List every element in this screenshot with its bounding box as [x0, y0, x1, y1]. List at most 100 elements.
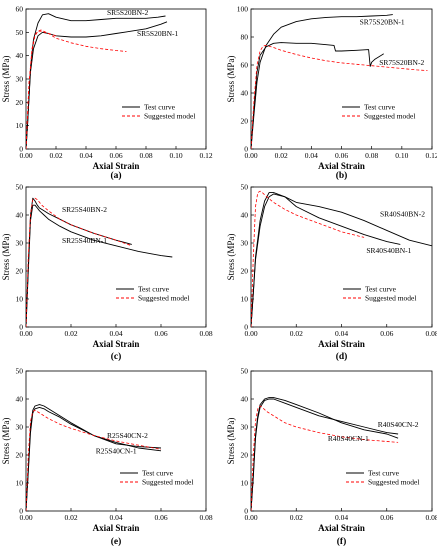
legend-label: Test curve [365, 285, 397, 294]
x-tick-label: 0.08 [365, 151, 378, 160]
y-tick-label: 0 [244, 323, 248, 332]
y-tick-label: 50 [16, 28, 24, 37]
model-curve-3 [26, 29, 127, 149]
x-tick-label: 0.08 [199, 513, 212, 522]
curve-annotation: SR5S20BN-2 [107, 8, 149, 17]
test-curve-1 [26, 404, 162, 511]
model-curve-3 [26, 409, 162, 511]
chart-panel-1: 0.00 0.02 0.04 0.06 0.08 0.10 0.12 0 10 20 30 40 50 6… [1, 5, 213, 182]
y-tick-label: 40 [241, 89, 249, 98]
x-axis-title: Axial Strain [93, 523, 140, 533]
y-tick-label: 0 [19, 145, 23, 154]
x-tick-label: 0.04 [335, 329, 348, 338]
y-tick-label: 30 [241, 239, 249, 248]
series-group [26, 404, 162, 511]
chart-panel-3: 0.00 0.02 0.04 0.06 0.08 0 10 20 30 40 50 Axial Str… [1, 183, 213, 363]
chart-panel-4: 0.00 0.02 0.04 0.06 0.08 0 10 20 30 40 50 Axial Str… [226, 183, 437, 363]
curve-annotation: SR40S40BN-2 [380, 209, 425, 218]
plot-frame [250, 186, 433, 328]
y-axis-title: Stress (MPa) [1, 234, 11, 281]
x-tick-label: 0.02 [275, 151, 288, 160]
x-tick-label: 0.08 [425, 329, 437, 338]
x-tick-label: 0.02 [64, 329, 77, 338]
x-tick-label: 0.06 [380, 513, 393, 522]
y-axis-title: Stress (MPa) [226, 234, 236, 281]
x-tick-label: 0.06 [380, 329, 393, 338]
panel-caption: (e) [111, 536, 122, 547]
y-tick-label: 0 [244, 507, 248, 516]
chart-panel-6: 0.00 0.02 0.04 0.06 0.08 0 10 20 30 40 50 Axial Str… [226, 367, 437, 548]
curve-annotation: SR40S40BN-1 [366, 246, 411, 255]
y-tick-label: 80 [241, 33, 249, 42]
x-tick-label: 0.06 [154, 329, 167, 338]
y-tick-label: 60 [16, 5, 24, 14]
test-curve-2 [26, 197, 132, 327]
plot-frame [25, 186, 207, 328]
plot-frame [25, 370, 207, 512]
x-tick-label: 0.02 [64, 513, 77, 522]
y-tick-label: 30 [16, 75, 24, 84]
x-tick-label: 0.04 [109, 329, 122, 338]
x-tick-label: 0.04 [305, 151, 318, 160]
series-group [251, 190, 432, 327]
test-curve-1 [26, 204, 173, 327]
y-tick-label: 30 [16, 239, 24, 248]
test-curve-1 [251, 14, 393, 149]
y-axis-title: Stress (MPa) [1, 56, 11, 103]
curve-annotation: SR75S20BN-2 [379, 58, 424, 67]
x-tick-label: 0.00 [19, 513, 32, 522]
legend-label: Test curve [142, 469, 174, 478]
model-curve-3 [251, 45, 428, 149]
curve-annotation: SR5S20BN-1 [137, 29, 179, 38]
model-curve-3 [26, 197, 132, 327]
x-tick-label: 0.04 [335, 513, 348, 522]
y-tick-label: 0 [244, 145, 248, 154]
test-curve-2 [26, 21, 168, 149]
chart-panel-2: 0.00 0.02 0.04 0.06 0.08 0.10 0.12 0 20 40 60 80 100… [226, 5, 437, 182]
legend-label: Suggested model [144, 112, 195, 121]
test-curve-2 [251, 42, 384, 149]
y-tick-label: 40 [16, 211, 24, 220]
plot-frame [25, 8, 207, 150]
x-tick-label: 0.12 [425, 151, 437, 160]
curve-annotation: SR75S20BN-1 [360, 17, 405, 26]
y-tick-label: 60 [241, 61, 249, 70]
x-tick-label: 0.00 [244, 513, 257, 522]
panel-caption: (f) [337, 536, 347, 547]
curve-annotation: R25S40CN-2 [107, 431, 148, 440]
y-axis-title: Stress (MPa) [1, 418, 11, 465]
x-axis-title: Axial Strain [318, 523, 365, 533]
x-tick-label: 0.02 [290, 329, 303, 338]
legend-label: Suggested model [365, 294, 416, 303]
y-tick-label: 40 [241, 211, 249, 220]
series-group [26, 197, 173, 327]
y-tick-label: 20 [241, 117, 249, 126]
legend-label: Test curve [144, 103, 176, 112]
y-tick-label: 10 [16, 295, 24, 304]
legend-label: Suggested model [364, 112, 415, 121]
x-tick-label: 0.06 [335, 151, 348, 160]
curve-annotation: R40S40CN-2 [378, 420, 419, 429]
legend-label: Suggested model [138, 294, 189, 303]
x-tick-label: 0.00 [244, 329, 257, 338]
series-group [251, 14, 428, 149]
y-tick-label: 40 [16, 395, 24, 404]
x-tick-label: 0.06 [109, 151, 122, 160]
x-tick-label: 0.00 [244, 151, 257, 160]
legend-label: Suggested model [368, 478, 419, 487]
model-curve-4 [26, 30, 57, 149]
x-tick-label: 0.10 [395, 151, 408, 160]
y-tick-label: 20 [241, 451, 249, 460]
y-tick-label: 10 [16, 479, 24, 488]
x-tick-label: 0.00 [19, 329, 32, 338]
y-tick-label: 0 [19, 323, 23, 332]
y-tick-label: 20 [16, 267, 24, 276]
y-tick-label: 20 [16, 451, 24, 460]
curve-annotation: SR25S40BN-1 [62, 236, 107, 245]
y-tick-label: 30 [16, 423, 24, 432]
y-axis-title: Stress (MPa) [226, 418, 236, 465]
